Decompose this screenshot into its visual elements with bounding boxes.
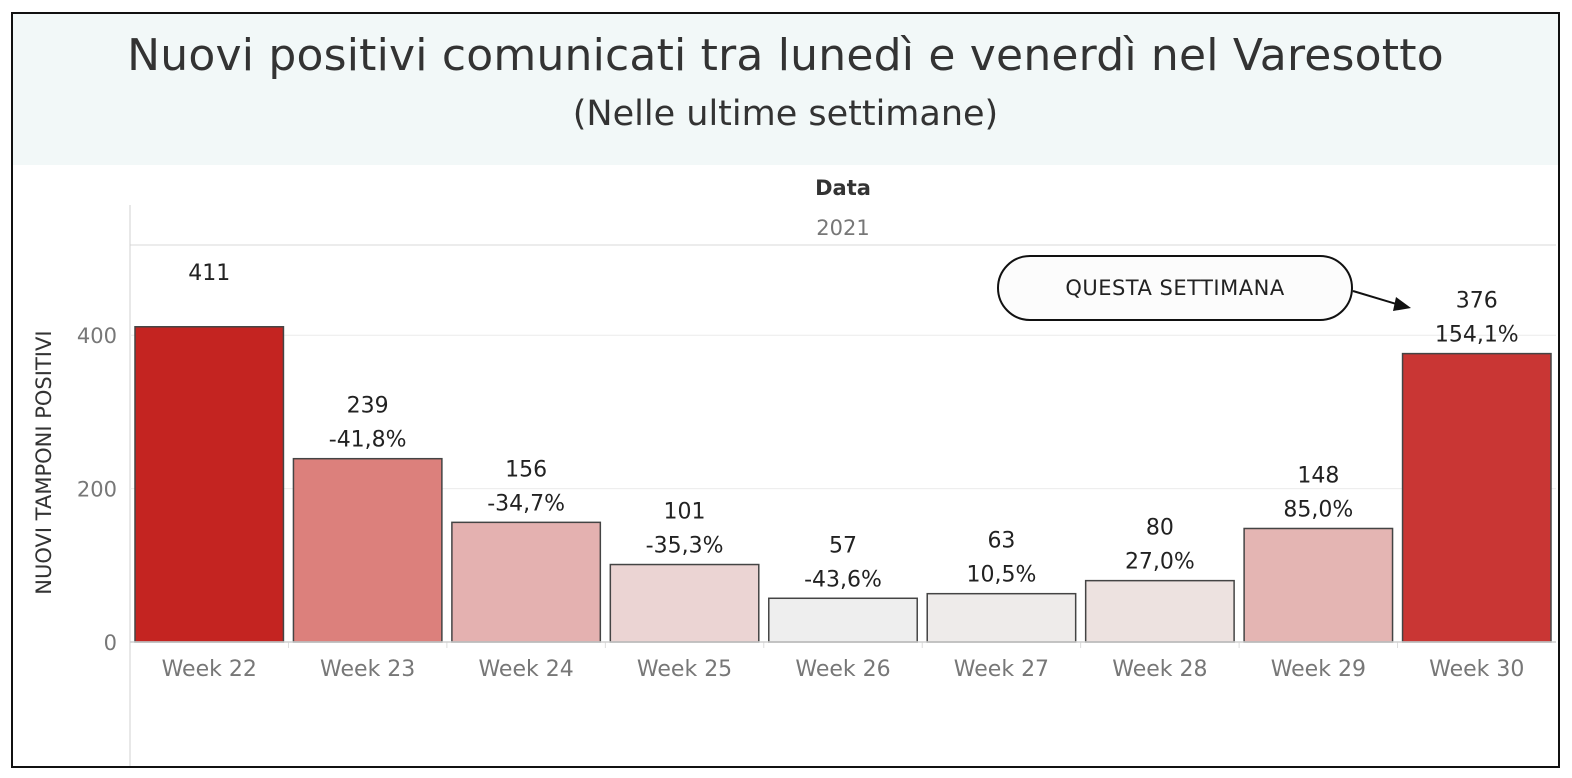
bar-chart: Data 2021 0 200 400 NUOVI TAMPONI POSITIVI 411… bbox=[32, 176, 1556, 766]
x-tick-label: Week 23 bbox=[320, 657, 415, 682]
y-axis-label: NUOVI TAMPONI POSITIVI bbox=[32, 330, 56, 594]
x-tick-label: Week 26 bbox=[795, 657, 890, 682]
year-label: 2021 bbox=[816, 216, 869, 240]
annotation-arrowhead bbox=[1393, 297, 1411, 311]
bar-value-label: 411 bbox=[188, 261, 230, 286]
bar-pct-label: 85,0% bbox=[1283, 497, 1353, 522]
bar-pct-label: -41,8% bbox=[329, 428, 407, 453]
title-band: Nuovi positivi comunicati tra lunedì e v… bbox=[13, 14, 1558, 165]
bar-pct-label: 10,5% bbox=[966, 563, 1036, 588]
bar-value-label: 156 bbox=[505, 457, 547, 482]
bar bbox=[768, 597, 918, 643]
x-tick-label: Week 24 bbox=[478, 657, 573, 682]
bar-value-label: 239 bbox=[347, 394, 389, 419]
bar-pct-label: 27,0% bbox=[1125, 550, 1195, 575]
y-tick-label: 0 bbox=[104, 631, 117, 655]
bar-pct-label: 154,1% bbox=[1435, 323, 1519, 348]
bar-value-label: 376 bbox=[1456, 289, 1498, 314]
bar bbox=[451, 521, 602, 643]
column-header-label: Data bbox=[815, 176, 871, 200]
bar-value-label: 63 bbox=[987, 529, 1015, 554]
chart-frame: Nuovi positivi comunicati tra lunedì e v… bbox=[11, 12, 1560, 768]
bar-value-label: 57 bbox=[829, 533, 857, 558]
bar bbox=[1084, 579, 1235, 643]
x-tick-label: Week 22 bbox=[162, 657, 257, 682]
x-tick-label: Week 25 bbox=[637, 657, 732, 682]
bar bbox=[1401, 352, 1552, 643]
y-tick-label: 400 bbox=[77, 324, 117, 348]
bar bbox=[292, 457, 443, 643]
y-tick-label: 200 bbox=[77, 478, 117, 502]
x-tick-label: Week 27 bbox=[954, 657, 1049, 682]
bar bbox=[609, 563, 760, 643]
bar bbox=[1243, 527, 1394, 643]
chart-subtitle: (Nelle ultime settimane) bbox=[572, 94, 999, 134]
bar-value-label: 148 bbox=[1297, 463, 1339, 488]
bar-value-label: 80 bbox=[1146, 516, 1174, 541]
bar bbox=[926, 592, 1077, 643]
x-tick-label: Week 30 bbox=[1429, 657, 1524, 682]
chart-title: Nuovi positivi comunicati tra lunedì e v… bbox=[127, 30, 1444, 81]
bar-pct-label: -35,3% bbox=[646, 534, 724, 559]
x-tick-label: Week 28 bbox=[1112, 657, 1207, 682]
x-tick-label: Week 29 bbox=[1271, 657, 1366, 682]
bar-pct-label: -34,7% bbox=[487, 491, 565, 516]
bar-pct-label: -43,6% bbox=[804, 567, 882, 592]
annotation-callout: QUESTA SETTIMANA bbox=[997, 255, 1353, 321]
bar-value-label: 101 bbox=[664, 500, 706, 525]
bar bbox=[134, 326, 285, 643]
